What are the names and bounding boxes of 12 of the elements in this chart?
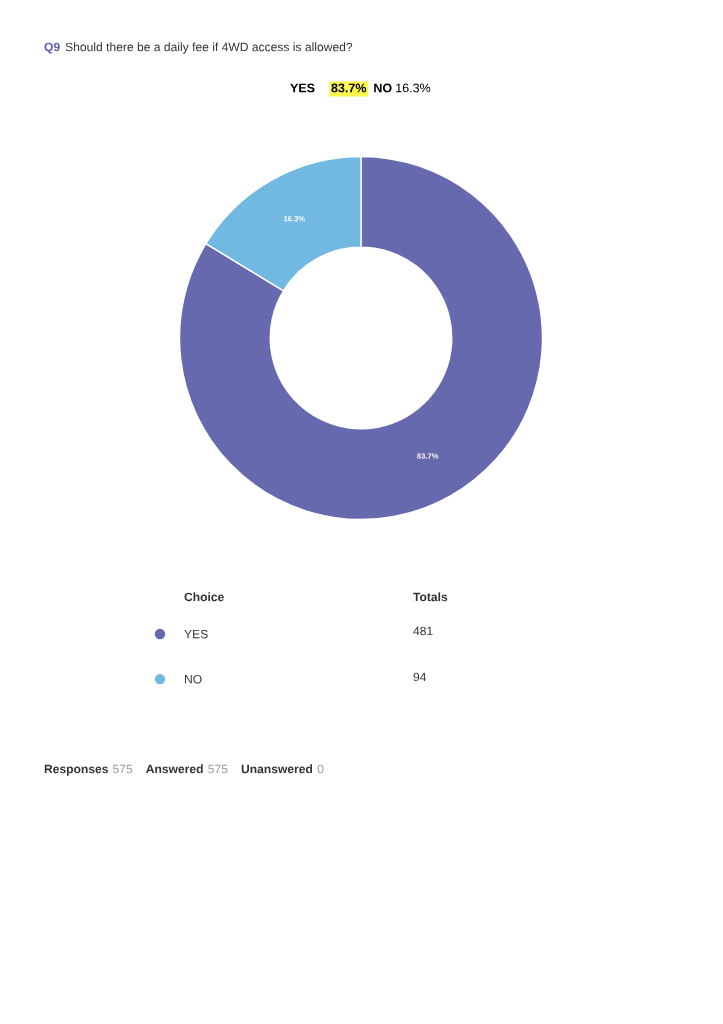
legend-label: YES	[184, 629, 208, 639]
text: Responses 575	[44, 764, 133, 776]
donut-slice	[178, 155, 544, 521]
chart-title: Q9 Should there be a daily fee if 4WD access is allowed?	[44, 42, 353, 54]
text: Answered 575	[146, 764, 228, 774]
text: 94	[413, 672, 427, 682]
text: Unanswered 0	[241, 764, 324, 774]
legend-label: NO	[185, 674, 202, 684]
text: Choice	[184, 592, 224, 602]
text: Totals	[413, 592, 448, 602]
text: 481	[413, 626, 433, 636]
text: YES 83.7% NO 16.3%	[290, 83, 431, 93]
